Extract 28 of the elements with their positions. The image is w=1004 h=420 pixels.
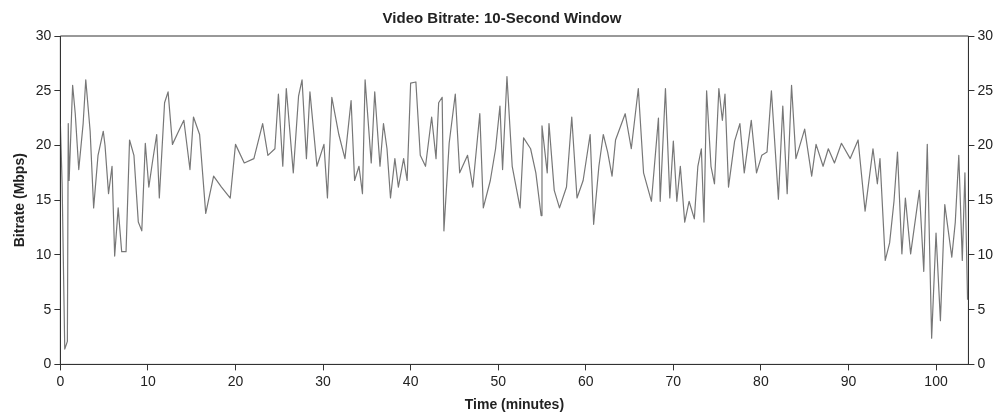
x-tick-label: 80 — [753, 372, 769, 389]
x-tick-label: 10 — [140, 372, 156, 389]
x-tick-label: 30 — [315, 372, 332, 389]
y-axis-title: Bitrate (Mbps) — [11, 153, 28, 248]
x-tick-label: 40 — [402, 372, 419, 389]
y2-tick-label: 25 — [977, 81, 994, 98]
x-tick-label: 20 — [227, 372, 244, 389]
y2-tick-label: 20 — [977, 136, 994, 153]
x-tick-label: 0 — [56, 372, 65, 389]
y-tick-label: 0 — [43, 355, 52, 372]
y2-tick-label: 15 — [977, 191, 994, 208]
y-tick-label: 10 — [35, 245, 52, 262]
x-tick-label: 90 — [840, 372, 857, 389]
y2-tick-label: 10 — [977, 245, 994, 262]
y-tick-label: 25 — [35, 81, 52, 98]
y-tick-label: 15 — [35, 191, 52, 208]
chart-title: Video Bitrate: 10-Second Window — [382, 9, 622, 27]
y-tick-label: 30 — [35, 26, 52, 43]
y2-tick-label: 5 — [977, 300, 986, 317]
y-tick-label: 5 — [43, 300, 52, 317]
x-tick-label: 60 — [577, 372, 594, 389]
y2-tick-label: 0 — [977, 355, 986, 372]
x-tick-label: 100 — [924, 372, 948, 389]
x-tick-label: 50 — [490, 372, 507, 389]
x-axis-title: Time (minutes) — [464, 396, 565, 413]
x-tick-label: 70 — [665, 372, 682, 389]
y-tick-label: 20 — [35, 136, 52, 153]
y2-tick-label: 30 — [977, 26, 994, 43]
